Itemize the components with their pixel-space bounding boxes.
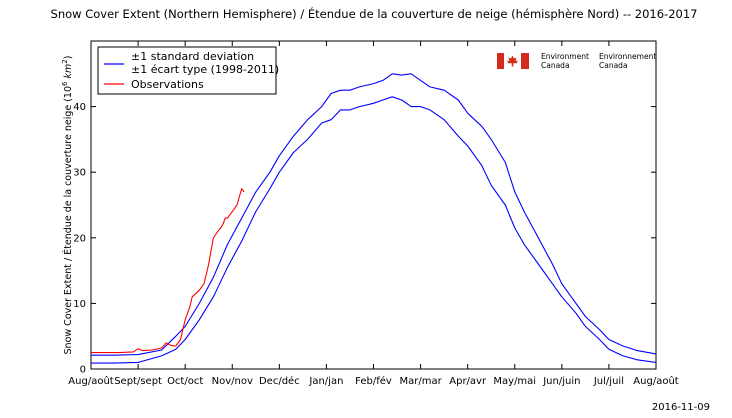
x-tick-label: Dec/déc xyxy=(259,375,300,387)
y-tick-label: 30 xyxy=(73,168,86,179)
x-tick-label: Aug/août xyxy=(68,375,113,387)
y-tick-label: 20 xyxy=(73,233,86,244)
series-line-observations xyxy=(91,188,245,354)
x-tick-label: Jan/jan xyxy=(308,376,343,387)
legend-box xyxy=(97,46,277,95)
env-canada-en-line2: Canada xyxy=(541,61,570,70)
canada-flag-icon xyxy=(497,53,529,69)
y-axis-ticks: 0 10 20 30 40 xyxy=(73,102,656,376)
legend-obs-label: Observations xyxy=(131,78,204,91)
legend-std-label-2: ±1 écart type (1998-2011) xyxy=(131,63,279,76)
chart-title: Snow Cover Extent (Northern Hemisphere) … xyxy=(51,6,698,21)
x-tick-label: Oct/oct xyxy=(167,376,203,387)
date-stamp: 2016-11-09 xyxy=(651,402,710,413)
y-tick-label: 40 xyxy=(73,102,86,113)
y-tick-label: 0 xyxy=(80,365,86,376)
env-canada-en-line1: Environment xyxy=(541,52,589,61)
legend: ±1 standard deviation ±1 écart type (199… xyxy=(97,46,279,95)
x-tick-label: Feb/fév xyxy=(355,375,392,387)
x-tick-label: Aug/août xyxy=(633,375,678,387)
x-tick-label: Jul/juil xyxy=(593,376,624,387)
environment-canada-logo: Environment Canada Environnement Canada xyxy=(497,52,656,70)
y-tick-label: 10 xyxy=(73,299,86,310)
series-line-1-standard-deviation-upper xyxy=(91,73,657,356)
x-tick-label: Mar/mar xyxy=(399,376,442,387)
x-tick-label: Jun/juin xyxy=(542,376,580,387)
legend-std-label-1: ±1 standard deviation xyxy=(131,50,254,63)
x-axis-ticks: Aug/août Sept/sept Oct/oct Nov/nov Dec/déc Ja… xyxy=(68,41,679,387)
series-line-1-standard-deviation-lower xyxy=(91,96,657,364)
x-tick-label: May/mai xyxy=(493,376,536,387)
env-canada-fr-line2: Canada xyxy=(599,61,628,70)
x-tick-label: Apr/avr xyxy=(449,376,487,387)
x-tick-label: Nov/nov xyxy=(212,376,253,387)
env-canada-fr-line1: Environnement xyxy=(599,52,656,61)
series-layer xyxy=(91,73,657,364)
y-axis-label: Snow Cover Extent / Étendue de la couver… xyxy=(61,56,74,355)
x-tick-label: Sept/sept xyxy=(114,376,162,387)
